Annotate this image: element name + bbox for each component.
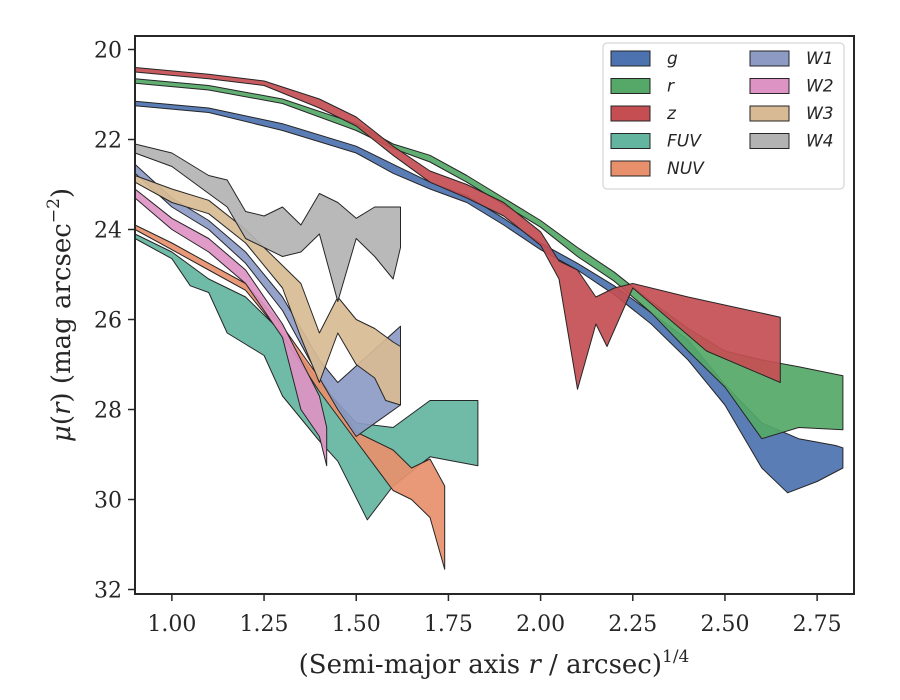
band-w2 <box>134 188 328 467</box>
legend-swatch-w3 <box>749 105 790 122</box>
legend-label-w3: W3 <box>806 104 834 124</box>
x-tick-label: 1.75 <box>424 612 473 637</box>
legend-swatch-w1 <box>749 50 790 67</box>
y-tick-label: 30 <box>94 489 122 514</box>
y-tick-label: 32 <box>94 579 122 604</box>
x-tick-label: 2.50 <box>700 612 749 637</box>
legend-label-w4: W4 <box>806 132 834 152</box>
legend-swatch-w2 <box>749 78 790 94</box>
band-r <box>134 78 844 440</box>
y-tick-label: 28 <box>94 399 122 424</box>
legend: grz FUV NUV W1 W2 W3 W4 <box>602 42 845 190</box>
legend-label-w2: W2 <box>806 77 834 97</box>
x-ticks: 1.00 1.25 1.50 1.75 2.00 2.25 2.50 2.75 <box>147 594 842 637</box>
y-ticks: 20 22 24 26 28 30 32 <box>94 39 135 604</box>
y-tick-label: 22 <box>94 129 122 154</box>
band-z <box>134 67 781 390</box>
x-axis-label: (Semi-major axis r / arcsec)1/4 <box>299 647 690 680</box>
legend-label-w1: W1 <box>806 49 834 69</box>
legend-swatch-z <box>610 105 651 122</box>
legend-swatch-nuv <box>610 160 651 177</box>
legend-swatch-g <box>610 50 651 67</box>
y-tick-label: 26 <box>94 309 122 334</box>
y-axis-label: μ(r) (mag arcsec−2) <box>44 188 77 442</box>
band-w1 <box>134 163 401 437</box>
legend-swatch-r <box>610 78 651 94</box>
band-w3 <box>134 175 401 406</box>
legend-swatch-w4 <box>749 133 790 149</box>
band-w4 <box>134 143 401 302</box>
x-tick-label: 1.50 <box>332 612 381 637</box>
legend-entries: grz FUV NUV W1 W2 W3 W4 <box>610 49 834 179</box>
legend-label-fuv: FUV <box>667 132 702 152</box>
x-tick-label: 2.25 <box>608 612 657 637</box>
legend-label-r: r <box>667 77 675 97</box>
x-tick-label: 2.00 <box>516 612 565 637</box>
y-tick-label: 24 <box>94 219 122 244</box>
axes-frame <box>134 35 855 595</box>
legend-label-g: g <box>667 49 678 69</box>
legend-swatch-fuv <box>610 133 651 149</box>
bands-layer <box>134 67 844 570</box>
x-tick-label: 1.00 <box>147 612 196 637</box>
legend-label-nuv: NUV <box>667 159 705 179</box>
x-tick-label: 1.25 <box>240 612 289 637</box>
y-tick-label: 20 <box>94 39 122 64</box>
x-tick-label: 2.75 <box>793 612 842 637</box>
legend-label-z: z <box>666 104 677 124</box>
